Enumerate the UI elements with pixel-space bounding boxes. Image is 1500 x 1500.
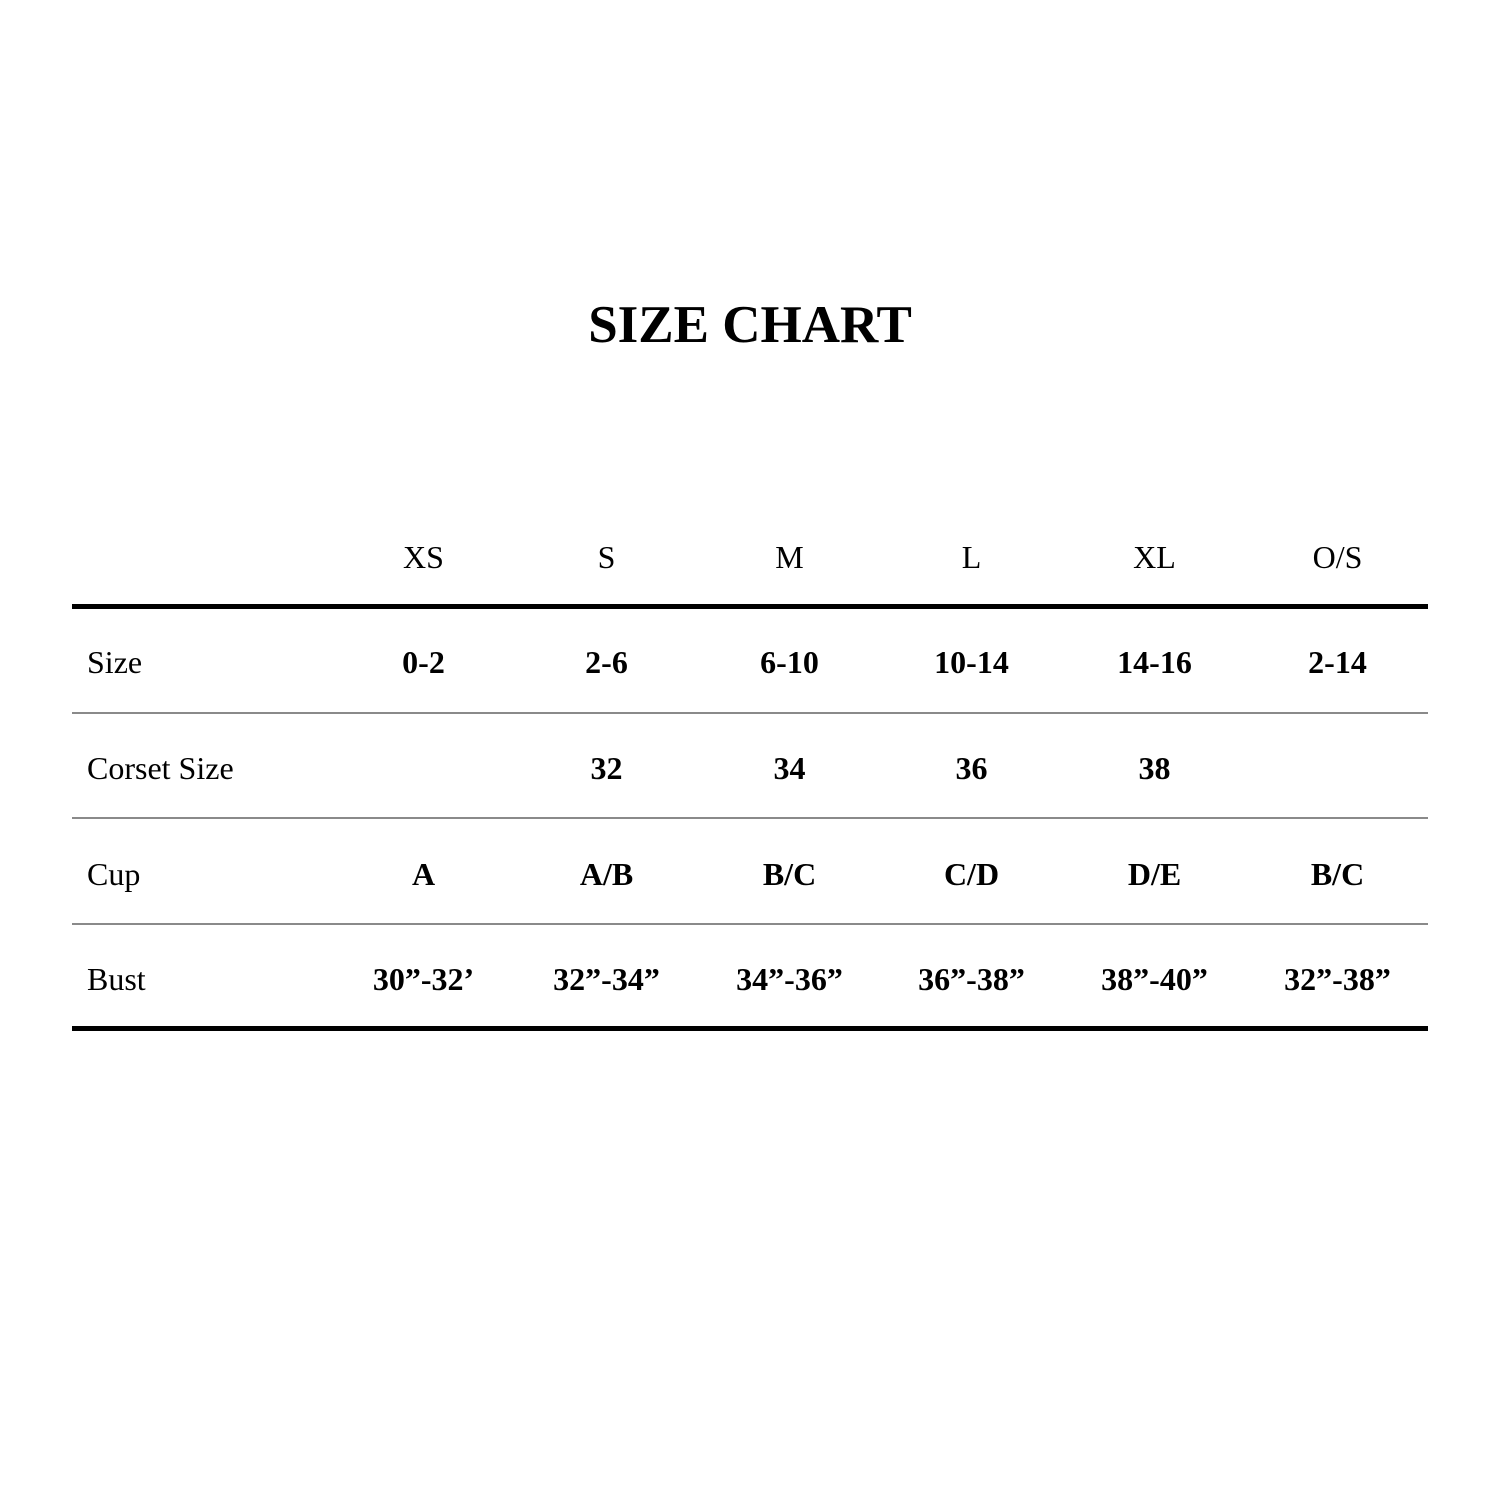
table-cell: 34 <box>773 750 806 786</box>
table-cell: 10-14 <box>934 644 1009 680</box>
page-title: SIZE CHART <box>588 296 912 354</box>
table-cell: A <box>411 856 436 892</box>
header-divider <box>72 604 1428 609</box>
table-cell: 32”-38” <box>1284 961 1391 997</box>
row-divider <box>72 817 1428 819</box>
table-cell: 32”-34” <box>553 961 660 997</box>
header-row: XS S M L XL O/S <box>72 527 1428 587</box>
row-label: Bust <box>87 961 146 997</box>
bottom-divider <box>72 1026 1428 1031</box>
column-header: M <box>775 539 804 575</box>
table-row: Bust 30”-32’ 32”-34” 34”-36” 36”-38” 38”-40” 3… <box>72 949 1428 1009</box>
column-header: XL <box>1133 539 1176 575</box>
table-cell: 38”-40” <box>1101 961 1208 997</box>
table-cell: D/E <box>1127 856 1182 892</box>
row-divider <box>72 712 1428 714</box>
table-cell: 38 <box>1138 750 1171 786</box>
column-header: O/S <box>1312 539 1363 575</box>
table-cell: A/B <box>579 856 634 892</box>
table-cell: B/C <box>762 856 817 892</box>
column-header: XS <box>403 539 444 575</box>
row-divider <box>72 923 1428 925</box>
table-cell: 0-2 <box>402 644 445 680</box>
row-label: Corset Size <box>87 750 234 786</box>
row-label: Cup <box>87 856 141 892</box>
table-cell: 36 <box>955 750 988 786</box>
table-cell: 14-16 <box>1117 644 1192 680</box>
table-cell: 30”-32’ <box>372 961 475 997</box>
table-cell: 36”-38” <box>918 961 1025 997</box>
table-cell: 2-14 <box>1308 644 1367 680</box>
table-cell: 32 <box>590 750 623 786</box>
column-header: S <box>597 539 616 575</box>
table-row: Size 0-2 2-6 6-10 10-14 14-16 2-14 <box>72 632 1428 692</box>
table-cell: 2-6 <box>585 644 628 680</box>
table-cell: 34”-36” <box>736 961 843 997</box>
table-cell: 6-10 <box>760 644 819 680</box>
column-header: L <box>961 539 982 575</box>
table-cell: C/D <box>943 856 1000 892</box>
table-cell: B/C <box>1310 856 1365 892</box>
table-row: Corset Size 32 34 36 38 <box>72 738 1428 798</box>
table-row: Cup A A/B B/C C/D D/E B/C <box>72 844 1428 904</box>
row-label: Size <box>87 644 143 680</box>
